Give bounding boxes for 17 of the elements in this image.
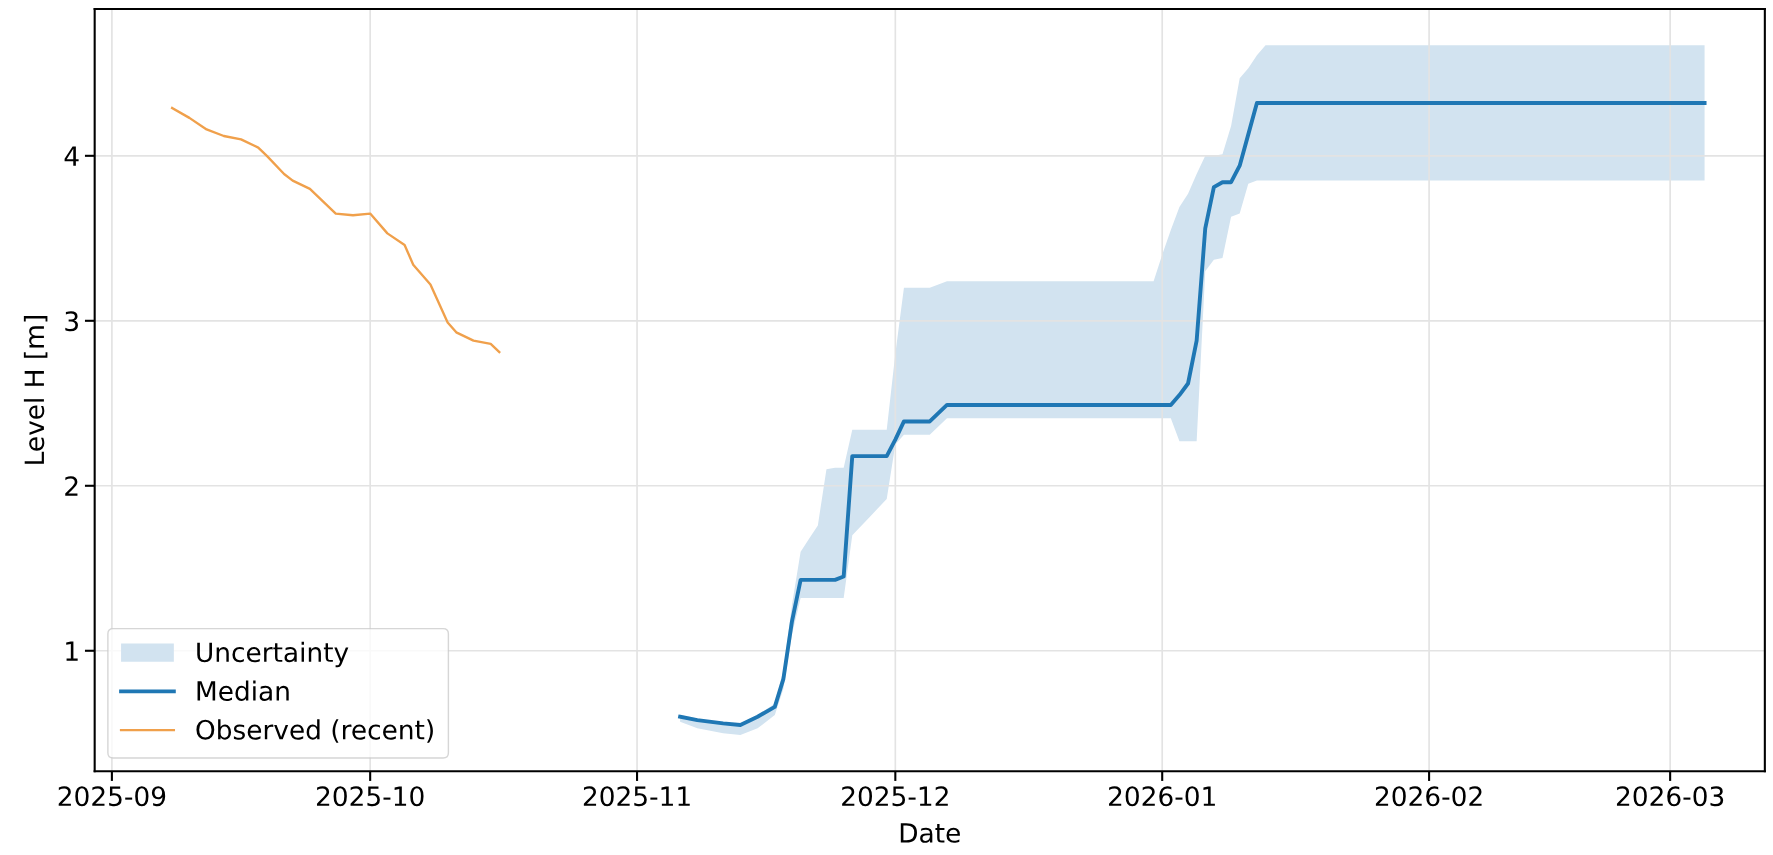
x-tick-label: 2026-02 — [1375, 786, 1482, 807]
y-tick-label: 3 — [65, 311, 78, 332]
y-axis-title: Level H [m] — [23, 316, 48, 464]
x-tick-label: 2025-12 — [842, 786, 948, 807]
x-tick-label: 2026-01 — [1109, 786, 1215, 807]
x-tick-label: 2025-11 — [583, 786, 690, 807]
x-axis-title: Date — [900, 823, 960, 843]
y-tick-label: 4 — [64, 146, 79, 166]
y-tick-label: 2 — [65, 476, 78, 496]
x-tick-label: 2025-10 — [316, 786, 424, 807]
x-tick-label: 2026-03 — [1616, 786, 1724, 807]
line-series — [170, 106, 501, 354]
legend-label: Median — [197, 680, 289, 701]
legend-label: Observed (recent) — [196, 719, 433, 743]
x-tick-label: 2025-09 — [58, 786, 166, 807]
legend-label: Uncertainty — [197, 641, 349, 668]
y-tick-label: 1 — [66, 641, 78, 661]
